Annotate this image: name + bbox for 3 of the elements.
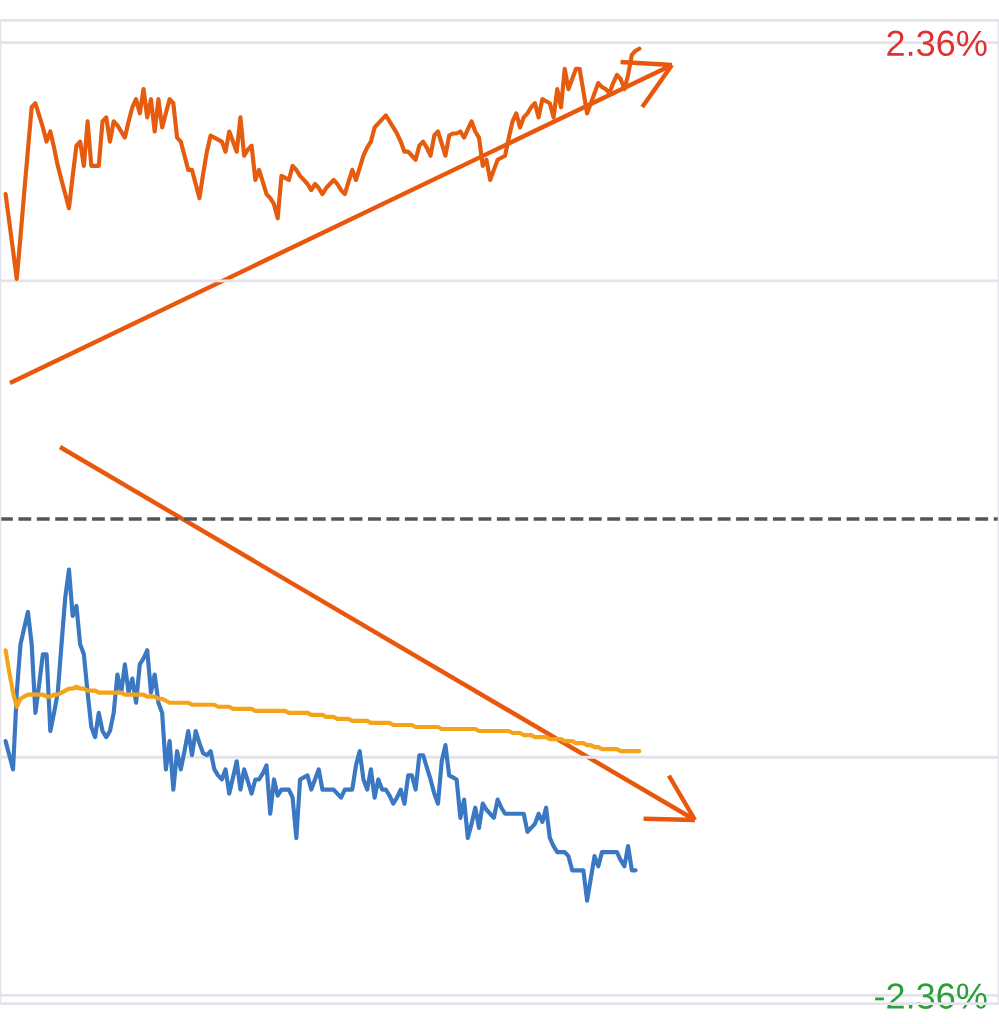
y-tick-label: 2.36% — [887, 30, 987, 57]
line-series — [3, 648, 642, 754]
line-series — [3, 567, 638, 903]
